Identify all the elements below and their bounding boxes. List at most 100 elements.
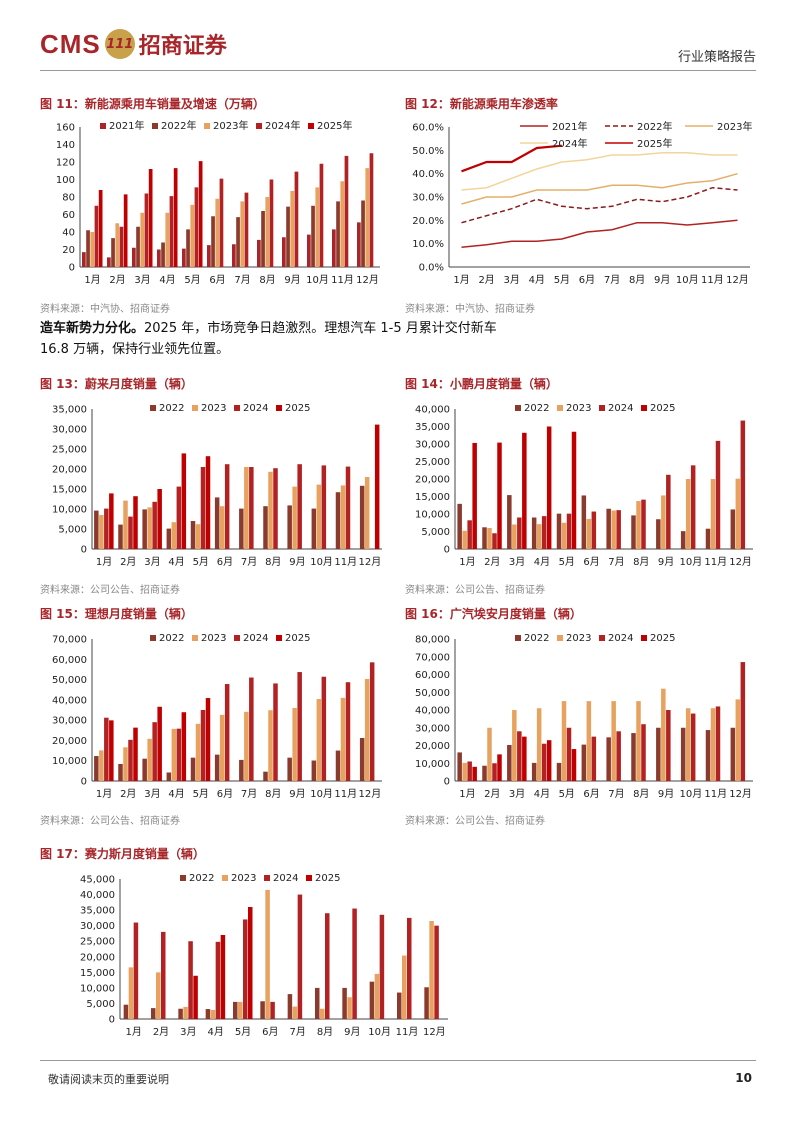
bar-2023 xyxy=(171,522,177,549)
bar-2023 xyxy=(128,967,134,1019)
figure-12: 图 12：新能源乘用车渗透率 0.0% 10.0% 20.0% 30.0% 40.0% 5… xyxy=(405,95,755,320)
legend-swatch xyxy=(100,123,106,129)
paragraph-line-1: 2025 年，市场竞争日趋激烈。理想汽车 1-5 月累计交付新车 xyxy=(144,321,497,336)
x-tick-label: 10月 xyxy=(310,788,333,800)
bar-2022 xyxy=(359,737,365,781)
bar-2024 xyxy=(369,662,375,781)
y-tick-label: 0 xyxy=(81,777,87,788)
bar-2024 xyxy=(616,510,621,549)
legend-label: 2023年 xyxy=(717,120,752,133)
page-number: 10 xyxy=(735,1071,752,1085)
bar-2025 xyxy=(205,456,211,549)
bar-2024 xyxy=(715,706,721,781)
bar-2023年 xyxy=(240,201,245,267)
figure-source: 资料来源：中汽协、招商证券 xyxy=(40,304,170,315)
report-type: 行业策略报告 xyxy=(677,50,756,65)
bar-2024 xyxy=(249,467,254,549)
bar-2022 xyxy=(556,762,562,781)
legend-swatch xyxy=(222,875,228,881)
bar-2022 xyxy=(482,527,487,549)
bar-2022 xyxy=(166,528,172,549)
x-tick-label: 10月 xyxy=(306,274,329,286)
bar-2024 xyxy=(740,420,746,549)
bar-2021年 xyxy=(232,244,236,267)
y-tick-label: 0 xyxy=(69,263,75,274)
legend-swatch xyxy=(204,123,210,129)
legend-label: 2022 xyxy=(524,403,549,414)
bar-2024 xyxy=(128,739,133,781)
legend-label: 2025 xyxy=(285,633,310,644)
bar-2023年 xyxy=(165,212,170,267)
company-logo: CMS 111 招商证券 xyxy=(40,28,227,60)
y-tick-label: 10,000 xyxy=(80,983,115,994)
y-tick-label: 45,000 xyxy=(80,875,115,886)
logo-cms-text: CMS xyxy=(40,28,101,59)
bar-2022年 xyxy=(336,201,340,267)
chart-svg: 0 5,000 10,000 15,000 20,000 25,000 30,000 35,0… xyxy=(80,873,448,1038)
bar-2025 xyxy=(248,907,253,1019)
bar-2022 xyxy=(118,763,123,781)
bar-2023 xyxy=(244,467,249,549)
x-tick-label: 10月 xyxy=(368,1026,391,1038)
x-tick-label: 8月 xyxy=(633,788,649,800)
bar-2023 xyxy=(316,484,322,549)
bar-2021年 xyxy=(307,234,311,267)
x-tick-label: 5月 xyxy=(235,1026,251,1038)
bar-2022 xyxy=(656,727,661,781)
x-tick-label: 1月 xyxy=(84,274,100,286)
x-tick-label: 4月 xyxy=(168,556,184,568)
bar-2023 xyxy=(561,522,567,549)
bar-2024年 xyxy=(194,187,199,267)
bar-2022 xyxy=(507,495,512,549)
bar-2025年 xyxy=(198,161,203,267)
x-tick-label: 11月 xyxy=(334,556,357,568)
x-tick-label: 1月 xyxy=(96,788,112,800)
bar-2023年 xyxy=(265,197,270,267)
x-tick-label: 2月 xyxy=(109,274,125,286)
y-tick-label: 5,000 xyxy=(421,527,450,538)
bar-2025 xyxy=(546,740,552,781)
bar-2024 xyxy=(249,677,254,781)
figure-title: 图 15：理想月度销量（辆） xyxy=(40,607,193,621)
bar-2021年 xyxy=(357,222,361,267)
bar-2022 xyxy=(680,727,686,781)
bar-2022 xyxy=(311,508,317,549)
chart-svg: 0 5,000 10,000 15,000 20,000 25,000 30,000 35,0… xyxy=(415,403,753,568)
bar-2022 xyxy=(263,771,268,781)
bar-2024年 xyxy=(94,205,99,267)
bar-2024 xyxy=(270,1001,275,1019)
bar-2024年 xyxy=(119,226,124,267)
x-tick-label: 10月 xyxy=(680,556,703,568)
bar-2025 xyxy=(133,727,138,781)
bar-2024 xyxy=(666,710,671,781)
bar-2022 xyxy=(190,521,196,549)
bar-2022年 xyxy=(261,211,265,267)
legend-swatch xyxy=(150,405,156,411)
bar-2022 xyxy=(260,1001,265,1019)
bar-2024 xyxy=(215,941,221,1019)
bar-2024 xyxy=(641,499,646,549)
x-tick-label: 2月 xyxy=(120,556,136,568)
legend-swatch xyxy=(599,635,605,641)
x-tick-label: 6月 xyxy=(583,788,599,800)
x-tick-label: 5月 xyxy=(184,274,200,286)
bar-2023 xyxy=(586,518,592,549)
footer-divider xyxy=(40,1060,756,1061)
legend-label: 2023年 xyxy=(213,119,248,132)
y-tick-label: 10,000 xyxy=(52,756,87,767)
header-divider xyxy=(40,70,756,71)
bar-2024 xyxy=(133,922,139,1019)
bar-2023 xyxy=(123,500,128,549)
x-tick-label: 12月 xyxy=(359,788,382,800)
bar-2022 xyxy=(94,510,99,549)
bar-2024 xyxy=(152,501,157,549)
x-tick-label: 3月 xyxy=(144,556,160,568)
x-tick-label: 1月 xyxy=(459,788,475,800)
bar-2023 xyxy=(292,707,297,781)
y-tick-label: 15,000 xyxy=(52,485,87,496)
bar-2025 xyxy=(472,766,477,781)
legend-label: 2023 xyxy=(201,403,226,414)
x-tick-label: 12月 xyxy=(729,788,752,800)
bar-2022 xyxy=(531,517,537,549)
bar-2022年 xyxy=(136,226,140,267)
